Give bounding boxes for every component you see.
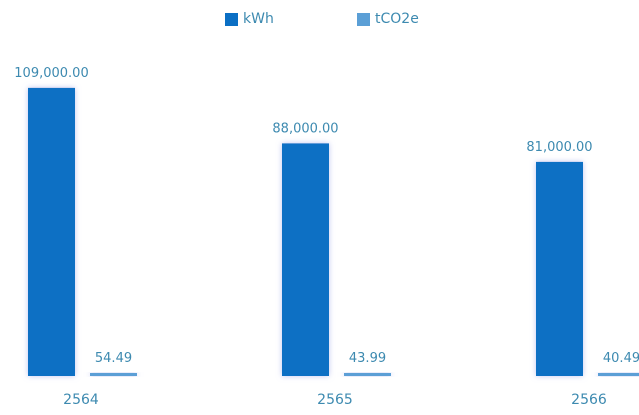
legend-swatch-tco2e — [357, 12, 370, 26]
bar-tco2e-2566 — [598, 373, 639, 376]
legend-swatch-kwh — [225, 12, 238, 26]
legend-label-kwh: kWh — [243, 11, 274, 27]
legend-item-kwh: kWh — [225, 8, 274, 30]
bar-tco2e-2565 — [344, 373, 391, 376]
x-tick-label-2565: 2565 — [317, 392, 353, 408]
x-tick-label-2566: 2566 — [571, 392, 607, 408]
data-label-kwh-2566: 81,000.00 — [526, 140, 592, 155]
legend-item-tco2e: tCO2e — [357, 8, 419, 30]
bar-kwh-2566 — [536, 161, 583, 376]
data-label-tco2e-2564: 54.49 — [95, 351, 132, 366]
bar-kwh-2564 — [28, 87, 75, 376]
data-label-tco2e-2566: 40.49 — [603, 351, 639, 366]
bar-kwh-2565 — [282, 143, 329, 376]
x-tick-label-2564: 2564 — [63, 392, 99, 408]
bar-tco2e-2564 — [90, 373, 137, 376]
legend-label-tco2e: tCO2e — [375, 11, 419, 27]
data-label-tco2e-2565: 43.99 — [349, 351, 386, 366]
data-label-kwh-2565: 88,000.00 — [272, 121, 338, 136]
data-label-kwh-2564: 109,000.00 — [14, 66, 88, 81]
legend: kWh tCO2e — [0, 8, 639, 30]
